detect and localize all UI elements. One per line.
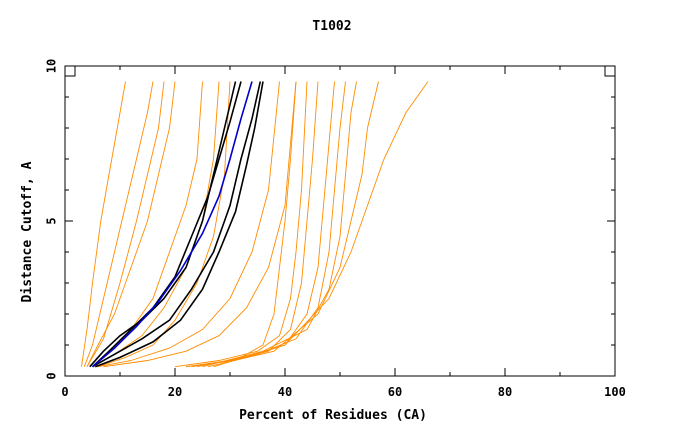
chart-title: T1002: [312, 19, 351, 34]
series-line-17: [91, 81, 242, 368]
y-tick-label: 5: [45, 217, 59, 224]
x-axis-label: Percent of Residues (CA): [239, 408, 427, 423]
series-line-2: [86, 81, 176, 367]
series-line-12: [196, 81, 346, 368]
x-tick-label: 100: [604, 385, 626, 399]
x-tick-label: 80: [498, 385, 512, 399]
x-tick-label: 60: [388, 385, 402, 399]
x-tick-label: 0: [61, 385, 68, 399]
y-axis-label: Distance Cutoff, A: [20, 161, 35, 302]
y-tick-label: 10: [45, 59, 59, 73]
series-line-20: [95, 81, 264, 368]
x-tick-label: 20: [168, 385, 182, 399]
series-line-21: [91, 81, 253, 368]
ticks-layer: 0 20 40 60 80 100 0 5 10: [45, 59, 626, 399]
series-line-14: [207, 81, 379, 368]
x-tick-label: 40: [278, 385, 292, 399]
series-line-1: [83, 81, 154, 367]
series-line-0: [81, 81, 126, 367]
series-line-7: [97, 81, 280, 368]
series-line-6: [86, 81, 165, 367]
corner-marker-left: [64, 65, 76, 77]
series-line-4: [92, 81, 220, 368]
series-line-11: [191, 81, 335, 368]
corner-marker-right: [604, 65, 616, 77]
series-line-15: [213, 81, 429, 368]
y-tick-label: 0: [45, 372, 59, 379]
series-line-8: [103, 81, 297, 368]
series-line-16: [185, 81, 297, 368]
series-line-9: [174, 81, 308, 368]
series-layer: [81, 81, 429, 368]
series-line-13: [202, 81, 357, 368]
series-line-18: [89, 81, 237, 368]
series-line-19: [92, 81, 262, 368]
